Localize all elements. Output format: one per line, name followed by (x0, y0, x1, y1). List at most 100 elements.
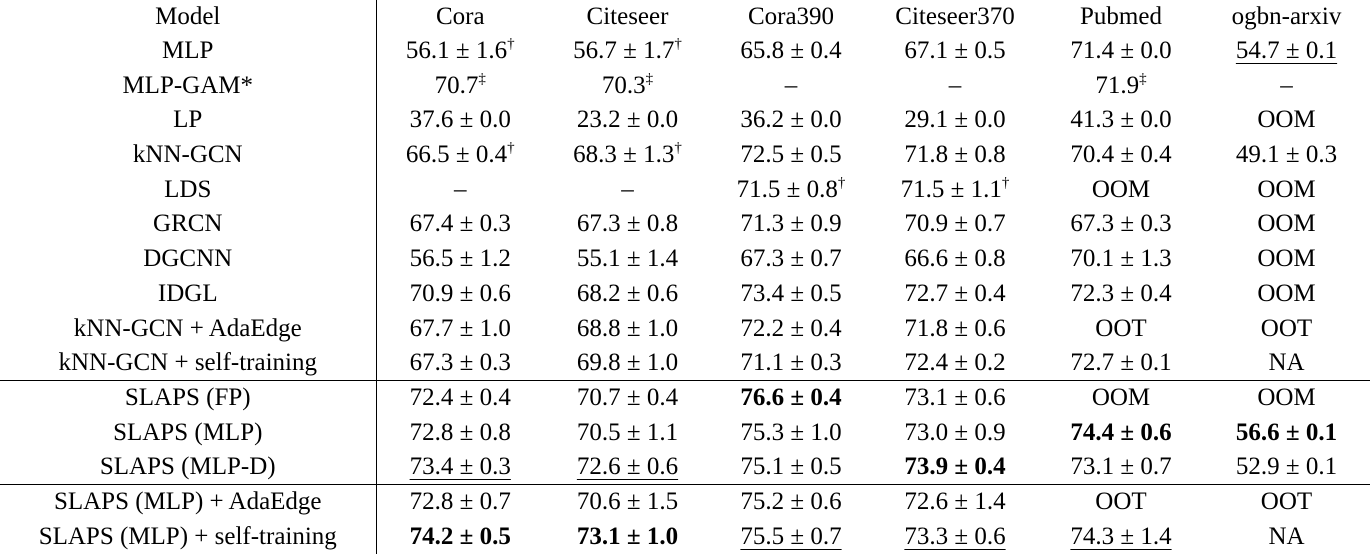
result-cell: 70.5 ± 1.1 (544, 415, 711, 450)
result-value: 70.9 ± 0.7 (904, 210, 1006, 238)
footnote-mark: ‡ (645, 70, 654, 87)
result-value: 54.7 ± 0.1 (1235, 36, 1338, 64)
result-value: 71.5 ± 0.8 (736, 175, 838, 203)
result-cell: 74.2 ± 0.5 (376, 519, 544, 554)
result-cell: 71.5 ± 0.8† (711, 172, 871, 207)
result-cell: 72.8 ± 0.8 (376, 415, 544, 450)
result-cell: 67.4 ± 0.3 (376, 207, 544, 242)
result-value: 72.7 ± 0.4 (904, 279, 1006, 307)
result-value: 75.5 ± 0.7 (740, 523, 842, 551)
result-value: OOM (1257, 106, 1316, 134)
table-row: LDS – –71.5 ± 0.8† 71.5 ± 1.1† OOM OOM (0, 171, 1370, 207)
table-body: MLP 56.1 ± 1.6† 56.7 ± 1.7† 65.8 ± 0.4 67.1 … (0, 33, 1370, 554)
result-cell: OOM (1203, 379, 1370, 415)
result-value: 68.8 ± 1.0 (576, 314, 679, 342)
result-cell: – (544, 172, 711, 207)
result-value: – (948, 71, 962, 99)
result-cell: 70.3‡ (544, 68, 711, 103)
result-cell: 52.9 ± 0.1 (1203, 450, 1370, 485)
result-value: 55.1 ± 1.4 (576, 245, 679, 273)
result-value: 68.3 ± 1.3 (573, 141, 675, 169)
result-value: 74.4 ± 0.6 (1070, 418, 1172, 446)
result-cell: 67.7 ± 1.0 (376, 311, 544, 346)
result-cell: 66.6 ± 0.8 (871, 241, 1039, 276)
result-cell: OOM (1039, 379, 1203, 415)
result-with-mark: 71.9‡ (1095, 70, 1147, 99)
result-cell: 72.6 ± 0.6 (544, 450, 711, 485)
result-cell: 70.7‡ (376, 68, 544, 103)
result-cell: 55.1 ± 1.4 (544, 241, 711, 276)
footnote-mark: † (674, 140, 682, 157)
result-value: 70.9 ± 0.6 (409, 279, 511, 307)
result-value: 72.4 ± 0.2 (904, 349, 1006, 377)
result-value: 23.2 ± 0.0 (576, 106, 679, 134)
result-value: 68.2 ± 0.6 (576, 279, 679, 307)
table-row: MLP-GAM* 70.7‡ 70.3‡ – –71.9‡ – (0, 67, 1370, 103)
result-cell: 67.1 ± 0.5 (871, 33, 1039, 68)
result-cell: 70.6 ± 1.5 (544, 483, 711, 520)
result-value: 70.1 ± 1.3 (1070, 245, 1172, 273)
result-value: 72.7 ± 0.1 (1070, 349, 1172, 377)
result-with-mark: 68.3 ± 1.3† (573, 141, 682, 168)
result-cell: OOM (1203, 172, 1370, 207)
result-value: 70.3 (601, 71, 646, 99)
result-cell: 72.8 ± 0.7 (376, 483, 544, 520)
result-value: 41.3 ± 0.0 (1070, 106, 1172, 134)
table-row: LP 37.6 ± 0.0 23.2 ± 0.0 36.2 ± 0.0 29.1 ± 0… (0, 102, 1370, 138)
result-cell: 72.7 ± 0.1 (1039, 345, 1203, 380)
model-name-cell: MLP-GAM* (0, 67, 377, 103)
model-name-cell: IDGL (0, 276, 377, 311)
result-cell: 73.0 ± 0.9 (871, 415, 1039, 450)
result-cell: 75.5 ± 0.7 (711, 519, 871, 554)
result-cell: 71.4 ± 0.0 (1039, 33, 1203, 68)
result-value: – (1280, 71, 1293, 99)
model-name-cell: SLAPS (MLP-D) (0, 449, 377, 485)
result-value: 71.5 ± 1.1 (900, 175, 1002, 203)
result-value: 69.8 ± 1.0 (576, 349, 679, 377)
table-row: SLAPS (MLP) 72.8 ± 0.8 70.5 ± 1.1 75.3 ± 1.… (0, 414, 1370, 450)
result-cell: – (376, 172, 544, 207)
result-value: 70.7 ± 0.4 (576, 384, 679, 412)
result-cell: OOM (1039, 172, 1203, 207)
table-row: IDGL 70.9 ± 0.6 68.2 ± 0.6 73.4 ± 0.5 72.7 ±… (0, 276, 1370, 311)
result-with-mark: 70.7‡ (435, 70, 486, 99)
result-value: 56.5 ± 1.2 (409, 245, 511, 273)
footnote-mark: ‡ (1139, 70, 1147, 87)
result-cell: NA (1203, 519, 1370, 554)
result-cell: 71.8 ± 0.6 (871, 311, 1039, 346)
result-value: 67.7 ± 1.0 (409, 314, 511, 342)
result-value: 73.3 ± 0.6 (904, 523, 1006, 551)
result-value: 75.1 ± 0.5 (740, 453, 842, 481)
header-col-citeseer370: Citeseer370 (895, 3, 1015, 30)
result-value: 66.5 ± 0.4 (405, 141, 508, 169)
result-value: 29.1 ± 0.0 (904, 106, 1006, 134)
result-value: 70.4 ± 0.4 (1070, 141, 1172, 169)
result-with-mark: 71.5 ± 1.1† (900, 175, 1010, 203)
result-cell: 36.2 ± 0.0 (711, 102, 871, 137)
result-cell: 67.3 ± 0.3 (376, 345, 544, 380)
footnote-mark: ‡ (478, 70, 486, 87)
result-value: 52.9 ± 0.1 (1235, 453, 1338, 481)
result-cell: – (711, 68, 871, 103)
result-value: OOT (1095, 488, 1147, 516)
result-value: 67.4 ± 0.3 (409, 210, 511, 238)
result-cell: OOM (1203, 102, 1370, 137)
result-value: 37.6 ± 0.0 (409, 106, 511, 134)
result-with-mark: 56.7 ± 1.7† (573, 36, 682, 64)
result-cell: 73.9 ± 0.4 (871, 450, 1039, 485)
result-cell: 73.3 ± 0.6 (871, 519, 1039, 554)
result-cell: 73.4 ± 0.5 (711, 276, 871, 311)
result-value: 72.8 ± 0.8 (409, 418, 511, 446)
result-cell: 72.4 ± 0.4 (376, 379, 544, 415)
result-cell: 68.8 ± 1.0 (544, 311, 711, 346)
result-value: 75.2 ± 0.6 (740, 488, 842, 516)
result-cell: 73.1 ± 1.0 (544, 519, 711, 554)
result-value: OOT (1095, 314, 1147, 342)
result-value: OOM (1257, 210, 1316, 238)
result-value: 74.3 ± 1.4 (1070, 523, 1172, 551)
header-col-pubmed: Pubmed (1080, 3, 1162, 30)
result-cell: 70.9 ± 0.7 (871, 207, 1039, 242)
result-cell: 72.4 ± 0.2 (871, 345, 1039, 380)
header-col-cora390: Cora390 (747, 3, 835, 30)
